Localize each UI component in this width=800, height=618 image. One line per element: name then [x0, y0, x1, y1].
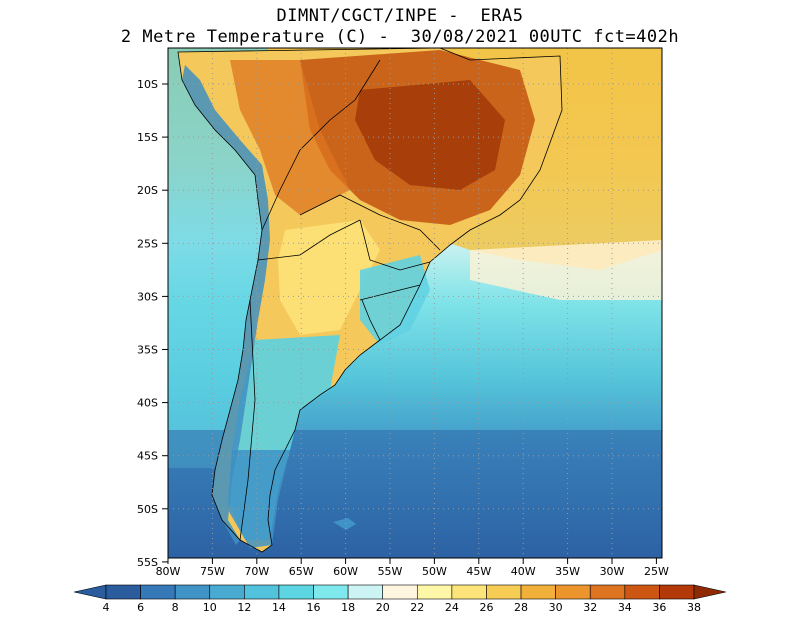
lat-tick-label: 15S	[137, 131, 158, 144]
cool-uruguay-region	[360, 255, 430, 345]
colorbar-box	[555, 584, 591, 600]
very-hot-core	[355, 80, 505, 190]
lon-tick-label: 45W	[466, 565, 491, 578]
colorbar-box	[382, 584, 418, 600]
lat-tick-label: 25S	[137, 237, 158, 250]
lon-tick-label: 40W	[511, 565, 536, 578]
colorbar-label: 18	[341, 601, 355, 614]
colorbar-box	[209, 584, 245, 600]
lon-tick-label: 75W	[200, 565, 225, 578]
colorbar-label: 12	[237, 601, 251, 614]
colorbar-label: 34	[618, 601, 632, 614]
lat-tick-label: 40S	[137, 397, 158, 410]
lat-tick-label: 35S	[137, 344, 158, 357]
colorbar-max-arrow	[693, 584, 727, 600]
colorbar-min-arrow	[73, 584, 107, 600]
colorbar-box	[416, 584, 453, 600]
lat-tick-label: 45S	[137, 450, 158, 463]
colorbar-label: 36	[652, 601, 666, 614]
colorbar-label: 38	[687, 601, 701, 614]
mild-atlantic-band	[470, 240, 662, 300]
colorbar-label: 22	[410, 601, 424, 614]
lat-tick-label: 55S	[137, 556, 158, 569]
lat-lon-grid	[168, 48, 662, 558]
colorbar-label: 26	[479, 601, 493, 614]
colorbar-label: 14	[272, 601, 286, 614]
map-field	[168, 48, 662, 558]
lat-tick-label: 10S	[137, 78, 158, 91]
lon-tick-label: 25W	[644, 565, 669, 578]
colorbar-box	[659, 584, 695, 600]
colorbar-box	[451, 584, 487, 600]
colorbar-box	[313, 584, 349, 600]
colorbar-box	[486, 584, 522, 600]
colorbar-box	[244, 584, 280, 600]
colorbar-box	[278, 584, 314, 600]
mild-pampas-region	[278, 220, 380, 335]
colorbar: 4 6 8 10 12 14 16 18 20 22 24 26 28 30 32 34 36 38	[73, 584, 727, 614]
map-title-line-1: DIMNT/CGCT/INPE - ERA5	[276, 6, 524, 26]
colorbar-label: 28	[514, 601, 528, 614]
colorbar-label: 32	[583, 601, 597, 614]
colorbar-box	[174, 584, 211, 600]
falkland-islands	[333, 518, 356, 530]
country-borders	[177, 48, 563, 553]
lon-tick-label: 80W	[156, 565, 181, 578]
lat-tick-label: 20S	[137, 184, 158, 197]
colorbar-box	[105, 584, 141, 600]
lon-tick-label: 50W	[422, 565, 447, 578]
colorbar-label: 4	[103, 601, 110, 614]
lon-tick-label: 65W	[289, 565, 314, 578]
colorbar-label: 16	[307, 601, 321, 614]
map-title-line-2: 2 Metre Temperature (C) - 30/08/2021 00U…	[120, 27, 680, 47]
colorbar-box	[520, 584, 556, 600]
lon-tick-label: 35W	[555, 565, 580, 578]
colorbar-label: 6	[137, 601, 144, 614]
colorbar-box	[140, 584, 176, 600]
colorbar-label: 30	[549, 601, 563, 614]
warm-interior-ring	[230, 60, 350, 215]
colorbar-label: 8	[172, 601, 179, 614]
colorbar-label: 24	[445, 601, 459, 614]
colorbar-box	[589, 584, 626, 600]
colorbar-box	[624, 584, 660, 600]
lon-tick-label: 55W	[378, 565, 403, 578]
lat-tick-label: 50S	[137, 503, 158, 516]
lon-tick-label: 70W	[244, 565, 269, 578]
map-frame	[167, 47, 663, 559]
colorbar-box	[347, 584, 384, 600]
colorbar-label: 10	[203, 601, 217, 614]
lat-tick-label: 30S	[137, 290, 158, 303]
colorbar-label: 20	[376, 601, 390, 614]
andes-cold-strip	[182, 65, 270, 545]
lon-tick-label: 30W	[600, 565, 625, 578]
lon-tick-label: 60W	[333, 565, 358, 578]
